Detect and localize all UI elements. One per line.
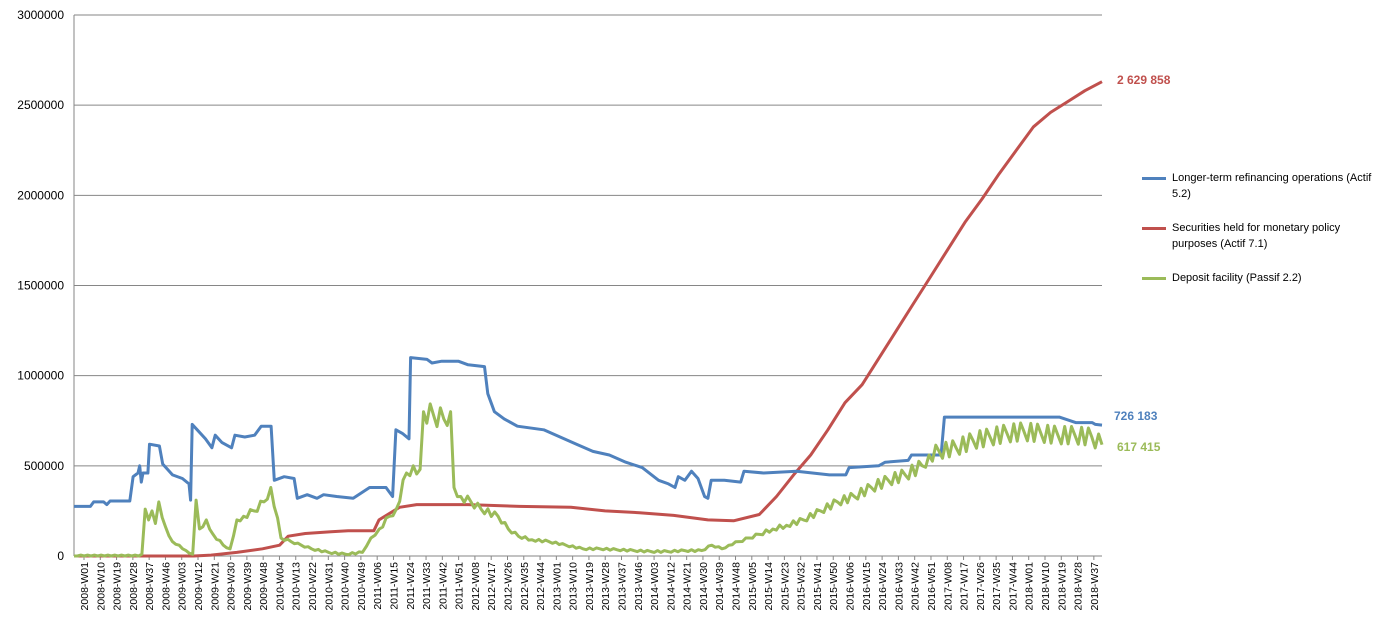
x-tick-label: 2014-W12: [665, 562, 677, 611]
x-tick-label: 2013-W46: [633, 562, 645, 611]
x-tick-label: 2015-W23: [779, 562, 791, 611]
x-tick-label: 2014-W48: [731, 562, 743, 611]
end-label-deposit: 617 415: [1117, 440, 1161, 454]
x-tick-label: 2009-W21: [209, 562, 221, 611]
x-tick-label: 2017-W08: [942, 562, 954, 611]
x-tick-label: 2012-W08: [470, 562, 482, 611]
x-tick-label: 2010-W31: [323, 562, 335, 611]
series-line-securities: [74, 80, 1103, 558]
x-tick-label: 2009-W03: [177, 562, 189, 611]
legend-label-securities: Securities held for monetary policy purp…: [1172, 222, 1341, 250]
x-tick-label: 2012-W44: [535, 562, 547, 611]
x-tick-label: 2017-W17: [959, 562, 971, 611]
x-tick-label: 2011-W33: [421, 562, 433, 610]
x-tick-label: 2016-W42: [910, 562, 922, 611]
x-tick-label: 2015-W50: [828, 562, 840, 611]
y-tick-label: 2500000: [17, 98, 64, 112]
x-tick-label: 2014-W39: [714, 562, 726, 611]
x-tick-label: 2014-W03: [649, 562, 661, 611]
x-tick-label: 2018-W37: [1089, 562, 1101, 611]
x-tick-label: 2008-W46: [160, 562, 172, 611]
x-tick-label: 2011-W15: [388, 562, 400, 610]
y-tick-label: 2000000: [17, 188, 64, 202]
x-tick-label: 2013-W28: [600, 562, 612, 611]
x-tick-label: 2017-W26: [975, 562, 987, 611]
x-tick-label: 2015-W41: [812, 562, 824, 611]
y-tick-label: 1500000: [17, 279, 64, 293]
x-tick-label: 2012-W26: [502, 562, 514, 611]
series-line-ltro: [74, 356, 1103, 508]
y-tick-label: 500000: [24, 459, 64, 473]
legend-label-ltro: Longer-term refinancing operations (Acti…: [1172, 172, 1372, 200]
x-tick-label: 2011-W24: [405, 562, 417, 610]
x-tick-label: 2009-W30: [226, 562, 238, 611]
legend: Longer-term refinancing operations (Acti…: [1142, 170, 1372, 304]
x-tick-label: 2014-W30: [698, 562, 710, 611]
x-tick-label: 2013-W01: [551, 562, 563, 611]
x-tick-label: 2011-W51: [454, 562, 466, 610]
x-tick-label: 2008-W37: [144, 562, 156, 611]
x-tick-label: 2016-W33: [893, 562, 905, 611]
y-axis: 0 500000 1000000 1500000 2000000 2500000 30000…: [17, 8, 75, 563]
end-label-securities: 2 629 858: [1117, 73, 1171, 87]
x-tick-label: 2015-W14: [763, 562, 775, 611]
x-tick-label: 2013-W10: [568, 562, 580, 611]
x-tick-label: 2010-W13: [291, 562, 303, 611]
legend-item-deposit: Deposit facility (Passif 2.2): [1142, 270, 1372, 286]
legend-label-deposit: Deposit facility (Passif 2.2): [1172, 272, 1302, 284]
x-tick-label: 2010-W49: [356, 562, 368, 611]
x-tick-label: 2016-W51: [926, 562, 938, 611]
x-tick-label: 2009-W48: [258, 562, 270, 611]
series-line-deposit: [74, 402, 1104, 558]
legend-swatch-securities: [1142, 227, 1166, 230]
x-tick-label: 2010-W40: [340, 562, 352, 611]
x-tick-label: 2009-W12: [193, 562, 205, 611]
y-tick-label: 1000000: [17, 369, 64, 383]
legend-swatch-ltro: [1142, 177, 1166, 180]
x-tick-label: 2017-W35: [991, 562, 1003, 611]
x-tick-label: 2013-W37: [617, 562, 629, 611]
x-tick-label: 2009-W39: [242, 562, 254, 611]
legend-swatch-deposit: [1142, 277, 1166, 280]
x-tick-label: 2017-W44: [1007, 562, 1019, 611]
y-tick-label: 3000000: [17, 8, 64, 22]
x-tick-label: 2016-W15: [861, 562, 873, 611]
x-tick-label: 2010-W04: [274, 562, 286, 611]
x-tick-label: 2008-W28: [128, 562, 140, 611]
x-tick-label: 2015-W32: [796, 562, 808, 611]
x-tick-label: 2016-W24: [877, 562, 889, 611]
gridlines: [74, 14, 1102, 557]
x-tick-label: 2011-W42: [437, 562, 449, 610]
x-tick-label: 2011-W06: [372, 562, 384, 610]
legend-item-securities: Securities held for monetary policy purp…: [1142, 220, 1372, 252]
x-tick-label: 2008-W01: [79, 562, 91, 611]
x-tick-label: 2018-W28: [1073, 562, 1085, 611]
x-tick-label: 2016-W06: [845, 562, 857, 611]
y-tick-label: 0: [57, 549, 64, 563]
x-tick-label: 2014-W21: [682, 562, 694, 611]
series-lines: [74, 80, 1104, 558]
x-tick-label: 2018-W19: [1056, 562, 1068, 611]
x-tick-label: 2013-W19: [584, 562, 596, 611]
x-tick-label: 2018-W01: [1024, 562, 1036, 611]
x-axis: 2008-W01 2008-W10 2008-W19 2008-W28 2008-W37…: [79, 556, 1101, 610]
x-tick-label: 2012-W17: [486, 562, 498, 611]
x-tick-label: 2010-W22: [307, 562, 319, 611]
end-label-ltro: 726 183: [1114, 409, 1158, 423]
x-tick-label: 2008-W10: [95, 562, 107, 611]
legend-item-ltro: Longer-term refinancing operations (Acti…: [1142, 170, 1372, 202]
x-tick-label: 2015-W05: [747, 562, 759, 611]
x-tick-label: 2008-W19: [112, 562, 124, 611]
x-tick-label: 2012-W35: [519, 562, 531, 611]
x-tick-label: 2018-W10: [1040, 562, 1052, 611]
